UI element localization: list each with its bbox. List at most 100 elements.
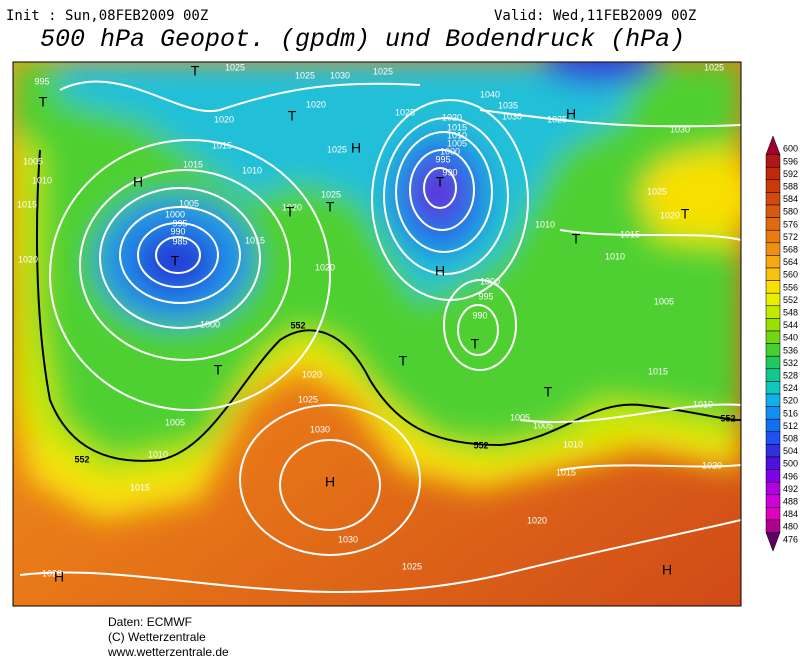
isobar-label: 1015 xyxy=(130,482,150,492)
isobar-label: 1010 xyxy=(605,251,625,261)
isobar-label: 1000 xyxy=(440,146,460,156)
isobar-label: 1005 xyxy=(654,296,674,306)
colorbar-swatch xyxy=(765,444,781,458)
isobar-label: 1025 xyxy=(647,186,667,196)
colorbar-label: 496 xyxy=(783,471,798,481)
isobar-label: 1020 xyxy=(18,254,38,264)
colorbar-label: 500 xyxy=(783,459,798,469)
colorbar-label: 592 xyxy=(783,169,798,179)
isobar-label: 1020 xyxy=(660,210,680,220)
isobar-label: 995 xyxy=(34,76,49,86)
isobar-label: 1015 xyxy=(447,122,467,132)
colorbar-swatch xyxy=(765,229,781,244)
isobar-label: 1025 xyxy=(295,70,315,80)
isobar-label: 990 xyxy=(442,167,457,177)
colorbar-swatch xyxy=(765,393,781,407)
copyright: (C) Wetterzentrale xyxy=(108,630,206,644)
pressure-center: T xyxy=(326,199,335,215)
isobar-label: 1015 xyxy=(183,159,203,169)
colorbar-label: 560 xyxy=(783,270,798,280)
colorbar-swatch xyxy=(765,179,781,193)
isobar-label: 1025 xyxy=(373,66,393,76)
pressure-center: T xyxy=(681,206,690,222)
isobar-label: 1005 xyxy=(179,198,199,208)
colorbar-label: 484 xyxy=(783,509,798,519)
url: www.wetterzentrale.de xyxy=(107,645,229,659)
colorbar-label: 552 xyxy=(783,295,798,305)
pressure-center: T xyxy=(572,231,581,247)
colorbar-label: 488 xyxy=(783,496,798,506)
data-source: Daten: ECMWF xyxy=(108,615,192,629)
contour-label: 552 xyxy=(720,413,735,423)
isobar-label: 1030 xyxy=(670,124,690,134)
colorbar-swatch xyxy=(765,418,781,433)
pressure-center: H xyxy=(662,562,672,578)
isobar-label: 1025 xyxy=(704,62,724,72)
pressure-center: T xyxy=(436,174,445,190)
colorbar-swatch xyxy=(765,217,781,231)
colorbar-label: 540 xyxy=(783,333,798,343)
pressure-center: T xyxy=(171,253,180,269)
isobar-label: 1010 xyxy=(535,219,555,229)
contour-552 xyxy=(36,149,741,462)
isobar-label: 1010 xyxy=(242,165,262,175)
colorbar-label: 536 xyxy=(783,345,798,355)
isobar-label: 995 xyxy=(435,154,450,164)
isobar-label: 1025 xyxy=(547,114,567,124)
contour-label: 552 xyxy=(74,454,89,464)
colorbar-swatch xyxy=(765,343,781,357)
colorbar-swatch xyxy=(765,494,781,508)
colorbar-label: 548 xyxy=(783,307,798,317)
isobar-label: 1030 xyxy=(330,70,350,80)
colorbar-label: 600 xyxy=(783,144,798,154)
height-field xyxy=(13,62,741,520)
colorbar-label: 556 xyxy=(783,282,798,292)
isobar-label: 1025 xyxy=(298,394,318,404)
pressure-center: T xyxy=(288,108,297,124)
isobar-label: 1015 xyxy=(245,235,265,245)
colorbar-label: 588 xyxy=(783,181,798,191)
colorbar-swatch xyxy=(765,519,781,533)
isobar-label: 995 xyxy=(478,291,493,301)
colorbar-swatch xyxy=(765,456,781,470)
isobar-label: 1010 xyxy=(693,399,713,409)
isobar-label: 990 xyxy=(170,226,185,236)
isobar-label: 990 xyxy=(472,310,487,320)
isobar-label: 1005 xyxy=(533,420,553,430)
isobar-label: 1025 xyxy=(395,107,415,117)
isobar-label: 1040 xyxy=(480,89,500,99)
isobar-label: 1020 xyxy=(302,369,322,379)
colorbar-swatch xyxy=(765,469,781,483)
pressure-center: T xyxy=(399,353,408,369)
pressure-center: T xyxy=(39,94,48,110)
colorbar-swatch xyxy=(765,192,781,206)
contour-label: 552 xyxy=(473,440,488,450)
colorbar-swatch xyxy=(765,166,781,181)
colorbar-label: 584 xyxy=(783,194,798,204)
isobar-label: 1020 xyxy=(214,114,234,124)
map-frame xyxy=(12,61,742,607)
colorbar-swatch xyxy=(765,267,781,281)
colorbar-label: 492 xyxy=(783,484,798,494)
isobar-label: 1010 xyxy=(148,449,168,459)
valid-time: Valid: Wed,11FEB2009 00Z xyxy=(494,8,696,24)
colorbar-swatch xyxy=(765,481,781,496)
isobar-label: 985 xyxy=(172,236,187,246)
isobar-label: 1020 xyxy=(42,568,62,578)
isobar-label: 1005 xyxy=(23,156,43,166)
pressure-center: T xyxy=(286,204,295,220)
isobar-label: 1025 xyxy=(402,561,422,571)
colorbar-swatch xyxy=(765,305,781,319)
colorbar-label: 580 xyxy=(783,207,798,217)
colorbar-label: 516 xyxy=(783,408,798,418)
pressure-center: H xyxy=(133,174,143,190)
colorbar-swatch xyxy=(765,280,781,294)
isobar-label: 1025 xyxy=(321,189,341,199)
pressure-center: H xyxy=(54,569,64,585)
isobar-label: 1025 xyxy=(327,144,347,154)
isobar-label: 1030 xyxy=(338,534,358,544)
pressure-center: T xyxy=(191,63,200,79)
colorbar-label: 596 xyxy=(783,156,798,166)
map-field xyxy=(13,62,741,606)
